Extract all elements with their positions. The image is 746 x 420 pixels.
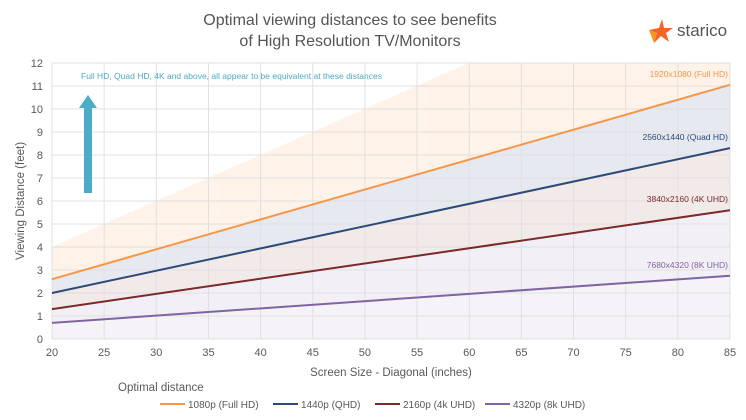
legend-label: 2160p (4k UHD): [403, 400, 475, 411]
x-axis-label: Screen Size - Diagonal (inches): [310, 367, 472, 379]
x-tick-label: 65: [515, 347, 527, 359]
legend-title: Optimal distance: [118, 382, 204, 394]
x-tick-label: 25: [98, 347, 110, 359]
series-end-label: 3840x2160 (4K UHD): [647, 194, 728, 204]
logo-text: starico: [677, 21, 728, 40]
series-end-label: 7680x4320 (8K UHD): [647, 260, 728, 270]
y-axis-label: Viewing Distance (feet): [15, 142, 27, 260]
title-line-1: Optimal viewing distances to see benefit…: [203, 12, 497, 29]
x-tick-label: 75: [620, 347, 632, 359]
y-tick-label: 11: [32, 81, 43, 93]
legend-label: 1080p (Full HD): [188, 400, 259, 411]
band-4: [52, 275, 730, 339]
band-1: [52, 84, 730, 293]
band-0: [52, 63, 730, 280]
legend-label: 4320p (8k UHD): [513, 400, 585, 411]
y-tick-label: 0: [37, 334, 43, 346]
y-tick-label: 1: [37, 311, 43, 323]
x-tick-label: 80: [672, 347, 684, 359]
x-tick-label: 55: [411, 347, 423, 359]
y-tick-label: 2: [37, 288, 43, 300]
series-line-0: [51, 83, 731, 281]
y-tick-label: 6: [37, 196, 43, 208]
x-tick-label: 30: [150, 347, 162, 359]
y-tick-label: 12: [31, 58, 43, 70]
series-end-label: 2560x1440 (Quad HD): [642, 132, 728, 142]
logo: starico: [648, 18, 727, 44]
legend-label: 1440p (QHD): [301, 400, 360, 411]
x-tick-label: 70: [567, 347, 579, 359]
up-arrow-icon: [79, 95, 97, 193]
y-tick-label: 8: [37, 150, 43, 162]
x-tick-label: 85: [724, 347, 736, 359]
series-line-3: [51, 274, 731, 324]
y-tick-label: 7: [37, 173, 43, 185]
y-tick-label: 9: [37, 127, 43, 139]
x-tick-label: 60: [463, 347, 475, 359]
x-tick-label: 35: [202, 347, 214, 359]
band-3: [52, 210, 730, 323]
x-tick-label: 50: [359, 347, 371, 359]
star-logo-icon: [649, 19, 673, 43]
series-line-1: [51, 147, 731, 294]
chart-title: Optimal viewing distances to see benefit…: [150, 10, 550, 52]
annotation-text: Full HD, Quad HD, 4K and above, all appe…: [81, 71, 382, 81]
band-2: [52, 148, 730, 310]
y-tick-label: 3: [37, 265, 43, 277]
y-tick-label: 10: [31, 104, 43, 116]
series-line-2: [51, 209, 731, 311]
x-tick-label: 45: [307, 347, 319, 359]
y-tick-label: 4: [37, 242, 43, 254]
x-tick-label: 20: [46, 347, 58, 359]
y-tick-label: 5: [37, 219, 43, 231]
series-end-label: 1920x1080 (Full HD): [650, 69, 729, 79]
x-tick-label: 40: [254, 347, 266, 359]
title-line-2: of High Resolution TV/Monitors: [239, 33, 461, 50]
